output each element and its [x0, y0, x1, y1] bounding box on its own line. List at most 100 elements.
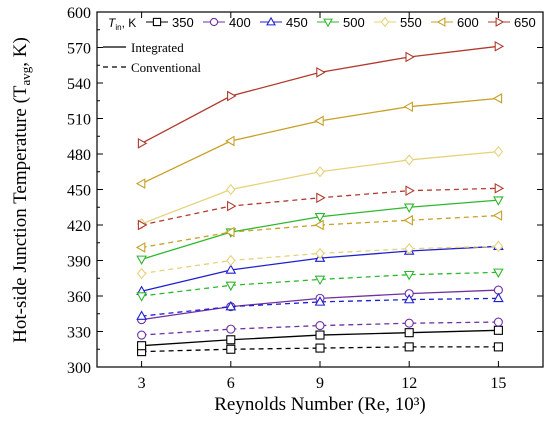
data-point-600-integrated: [403, 101, 413, 113]
data-point-500-integrated: [136, 255, 147, 266]
legend-title: Tin, K: [108, 16, 136, 32]
legend-marker-350: [152, 17, 162, 27]
data-point-550-conventional: [315, 247, 325, 260]
legend-marker-600: [436, 17, 446, 27]
series-350: [137, 325, 503, 357]
legend-marker-500: [323, 18, 333, 28]
data-point-350-integrated: [226, 335, 236, 345]
legend-marker-450: [266, 16, 276, 26]
series-line-600-conventional: [141, 214, 499, 249]
data-point-600-conventional: [314, 219, 324, 231]
data-point-550-integrated: [404, 154, 414, 166]
series-500: [136, 196, 504, 302]
data-point-650-conventional: [405, 185, 415, 197]
series-layer: [135, 40, 505, 357]
data-point-450-conventional: [314, 296, 326, 306]
y-tick-label: 360: [67, 289, 91, 306]
legend-label-400: 400: [229, 15, 251, 30]
series-line-400-conventional: [141, 321, 499, 336]
data-point-550-conventional: [226, 254, 236, 267]
series-600: [135, 93, 503, 253]
series-line-500-conventional: [141, 271, 499, 297]
data-point-350-integrated: [315, 330, 325, 340]
style-legend-label: Integrated: [131, 40, 184, 55]
legend-marker-550: [380, 16, 390, 28]
legend-marker-400: [209, 17, 219, 27]
legend-label-600: 600: [457, 15, 479, 30]
y-tick-label: 480: [67, 147, 91, 164]
data-point-650-integrated: [227, 90, 237, 102]
data-point-500-integrated: [493, 196, 504, 206]
data-point-650-conventional: [316, 192, 326, 204]
data-point-650-integrated: [137, 138, 148, 149]
data-point-500-integrated: [403, 203, 415, 213]
x-tick-label: 12: [401, 375, 417, 392]
data-point-450-conventional: [403, 293, 415, 304]
data-point-400-conventional: [404, 318, 414, 328]
y-axis-label: Hot-side Junction Temperature (Tavg, K): [10, 37, 33, 343]
data-point-500-conventional: [136, 292, 147, 302]
legend-label-650: 650: [514, 15, 536, 30]
data-point-550-conventional: [404, 243, 414, 255]
data-point-500-conventional: [314, 275, 326, 286]
data-point-350-conventional: [404, 342, 414, 352]
data-point-600-conventional: [135, 242, 146, 253]
x-tick-label: 6: [227, 375, 235, 392]
data-point-550-conventional: [136, 267, 147, 280]
y-tick-label: 570: [67, 41, 91, 58]
data-point-350-conventional: [493, 342, 503, 352]
legend-label-500: 500: [343, 15, 365, 30]
data-point-650-conventional: [494, 182, 505, 194]
y-tick-label: 420: [67, 218, 91, 235]
data-point-450-conventional: [136, 310, 147, 320]
data-point-450-conventional: [225, 300, 237, 311]
data-point-350-conventional: [226, 344, 236, 354]
legend: Tin, K 350 400 450 500 550 600 650 Integrated Co…: [103, 15, 536, 75]
data-point-600-integrated: [492, 93, 503, 104]
data-point-650-conventional: [227, 200, 237, 212]
data-point-600-conventional: [225, 226, 235, 238]
data-point-450-integrated: [225, 264, 237, 274]
data-point-400-conventional: [315, 321, 325, 331]
style-legend-label: Conventional: [131, 60, 201, 75]
data-point-550-integrated: [226, 183, 236, 196]
data-point-550-integrated: [493, 145, 504, 158]
data-point-500-conventional: [403, 270, 415, 281]
series-line-350-conventional: [141, 346, 499, 353]
legend-marker-650: [495, 17, 505, 27]
x-axis-label: Reynolds Number (Re, 10³): [214, 394, 426, 415]
tick-layer: 300 330 360 390 420 450 480 510 540 570 600 3 6 9 12 15: [67, 5, 543, 392]
x-tick-label: 9: [316, 375, 324, 392]
data-point-650-conventional: [137, 219, 148, 231]
series-550: [136, 145, 504, 280]
y-tick-label: 540: [67, 76, 91, 93]
data-point-650-integrated: [405, 51, 415, 63]
y-tick-label: 510: [67, 112, 91, 129]
data-point-350-integrated: [137, 341, 147, 351]
data-point-400-conventional: [493, 317, 503, 327]
data-point-600-integrated: [135, 178, 146, 189]
data-point-400-conventional: [226, 324, 236, 334]
data-point-500-conventional: [493, 268, 504, 279]
data-point-650-integrated: [494, 40, 505, 52]
y-tick-label: 300: [67, 360, 91, 377]
series-650: [137, 40, 505, 231]
data-point-600-conventional: [403, 214, 413, 226]
y-tick-label: 450: [67, 183, 91, 200]
data-point-500-integrated: [314, 212, 326, 223]
y-tick-label: 330: [67, 325, 91, 342]
data-point-600-integrated: [314, 115, 324, 127]
series-line-550-conventional: [141, 245, 499, 275]
y-tick-label: 390: [67, 254, 91, 271]
data-point-500-conventional: [225, 281, 237, 292]
data-point-450-conventional: [493, 292, 504, 303]
legend-label-550: 550: [400, 15, 422, 30]
data-point-350-conventional: [315, 343, 325, 353]
data-point-350-integrated: [404, 328, 414, 338]
data-point-400-conventional: [137, 330, 147, 340]
legend-label-350: 350: [172, 15, 194, 30]
x-tick-label: 3: [138, 375, 146, 392]
y-tick-label: 600: [67, 5, 91, 22]
data-point-550-conventional: [493, 240, 504, 252]
